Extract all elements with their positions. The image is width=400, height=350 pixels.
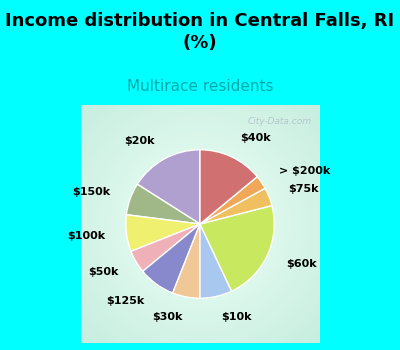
- Wedge shape: [137, 150, 200, 224]
- Wedge shape: [143, 224, 200, 293]
- Wedge shape: [131, 224, 200, 271]
- Wedge shape: [126, 215, 200, 251]
- Wedge shape: [200, 205, 274, 291]
- Text: Multirace residents: Multirace residents: [127, 79, 273, 94]
- Text: $20k: $20k: [124, 136, 154, 146]
- Text: $100k: $100k: [68, 231, 106, 241]
- Wedge shape: [200, 188, 272, 224]
- Text: > $200k: > $200k: [279, 166, 330, 176]
- Wedge shape: [173, 224, 200, 298]
- Text: $75k: $75k: [288, 184, 319, 194]
- Text: $150k: $150k: [72, 187, 110, 197]
- Text: $50k: $50k: [88, 267, 118, 278]
- Text: $60k: $60k: [286, 259, 317, 270]
- Text: $40k: $40k: [240, 133, 271, 143]
- Text: City-Data.com: City-Data.com: [248, 117, 312, 126]
- Text: Income distribution in Central Falls, RI
(%): Income distribution in Central Falls, RI…: [6, 12, 394, 52]
- Wedge shape: [200, 150, 257, 224]
- Text: $10k: $10k: [221, 312, 251, 322]
- Text: $125k: $125k: [106, 296, 144, 306]
- Wedge shape: [200, 224, 232, 298]
- Text: $30k: $30k: [152, 312, 182, 322]
- Wedge shape: [200, 177, 265, 224]
- Wedge shape: [126, 184, 200, 224]
